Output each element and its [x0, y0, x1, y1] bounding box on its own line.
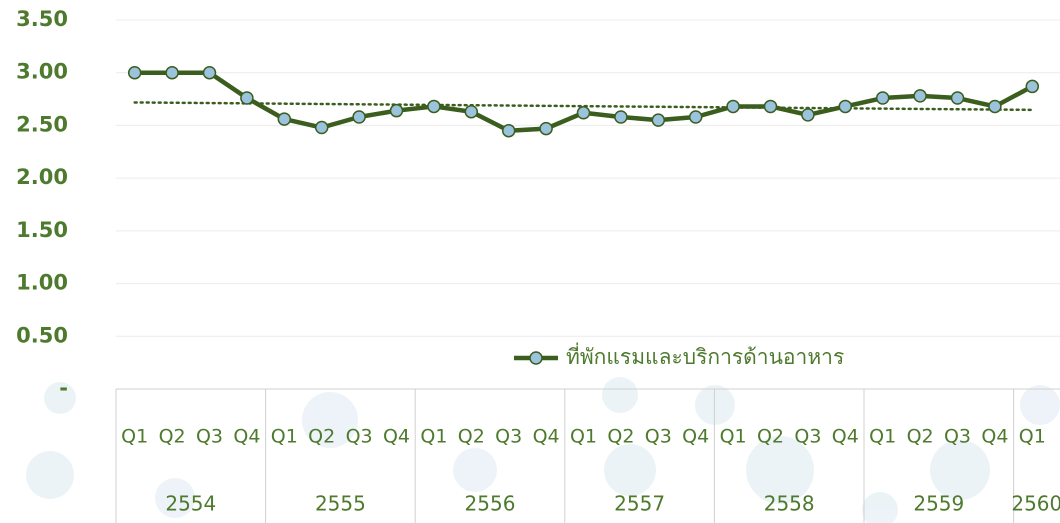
x-group-label: 2560	[1011, 492, 1060, 516]
y-tick-label: 0.50	[16, 323, 68, 347]
x-tick-label: Q1	[570, 426, 597, 448]
series-line	[134, 70, 1034, 133]
x-tick-label: Q1	[869, 426, 896, 448]
x-group-label: 2559	[913, 492, 964, 516]
y-tick-label: -	[59, 376, 68, 400]
x-group-label: 2556	[465, 492, 516, 516]
point	[614, 110, 628, 124]
x-group-label: 2558	[764, 492, 815, 516]
background-decor	[26, 377, 1060, 523]
point	[576, 106, 591, 120]
point	[240, 91, 254, 105]
x-tick-label: Q3	[645, 426, 672, 448]
point	[875, 91, 890, 105]
x-tick-label: Q3	[196, 426, 223, 448]
x-tick-label: Q1	[1019, 426, 1046, 448]
y-tick-label: 1.50	[16, 218, 68, 242]
point	[950, 91, 965, 105]
x-tick-label: Q3	[944, 426, 971, 448]
point	[464, 104, 479, 119]
x-tick-label: Q2	[159, 426, 186, 448]
x-tick-label: Q3	[346, 426, 373, 448]
point	[202, 65, 217, 80]
x-tick-label: Q1	[271, 426, 298, 448]
y-tick-label: 2.50	[16, 112, 68, 136]
point	[501, 123, 516, 138]
x-tick-label: Q2	[757, 426, 784, 448]
x-tick-label: Q2	[607, 426, 634, 448]
x-tick-label: Q3	[794, 426, 821, 448]
x-tick-label: Q4	[682, 426, 709, 448]
x-tick-label: Q2	[308, 426, 335, 448]
point	[389, 103, 404, 118]
x-tick-label: Q4	[383, 426, 410, 448]
point	[801, 108, 815, 122]
y-tick-label: 3.00	[16, 60, 68, 84]
point	[539, 121, 553, 136]
point	[352, 110, 366, 124]
legend-marker	[529, 351, 543, 365]
x-tick-label: Q4	[533, 426, 560, 448]
x-tick-label: Q1	[720, 426, 747, 448]
point	[763, 99, 778, 114]
legend-label: ที่พักแรมและบริการด้านอาหาร	[566, 342, 844, 369]
point	[726, 99, 740, 114]
point	[688, 110, 703, 124]
x-group-label: 2555	[315, 492, 366, 516]
point	[838, 99, 853, 114]
point	[1025, 79, 1040, 94]
point	[127, 65, 142, 80]
x-tick-label: Q4	[233, 426, 260, 448]
x-tick-label: Q1	[121, 426, 148, 448]
point	[165, 65, 179, 80]
y-tick-label: 3.50	[16, 7, 68, 31]
x-tick-label: Q2	[458, 426, 485, 448]
x-group-label: 2554	[165, 492, 216, 516]
x-group-label: 2557	[614, 492, 665, 516]
x-tick-label: Q4	[832, 426, 859, 448]
y-tick-label: 1.00	[16, 271, 68, 295]
point	[988, 99, 1002, 114]
y-tick-label: 2.00	[16, 165, 68, 189]
x-tick-label: Q2	[907, 426, 934, 448]
point	[651, 113, 666, 127]
x-tick-label: Q3	[495, 426, 522, 448]
x-tick-label: Q4	[981, 426, 1008, 448]
x-tick-label: Q1	[420, 426, 447, 448]
point	[277, 112, 292, 126]
point	[314, 120, 329, 135]
point	[913, 89, 927, 103]
point	[427, 99, 441, 114]
